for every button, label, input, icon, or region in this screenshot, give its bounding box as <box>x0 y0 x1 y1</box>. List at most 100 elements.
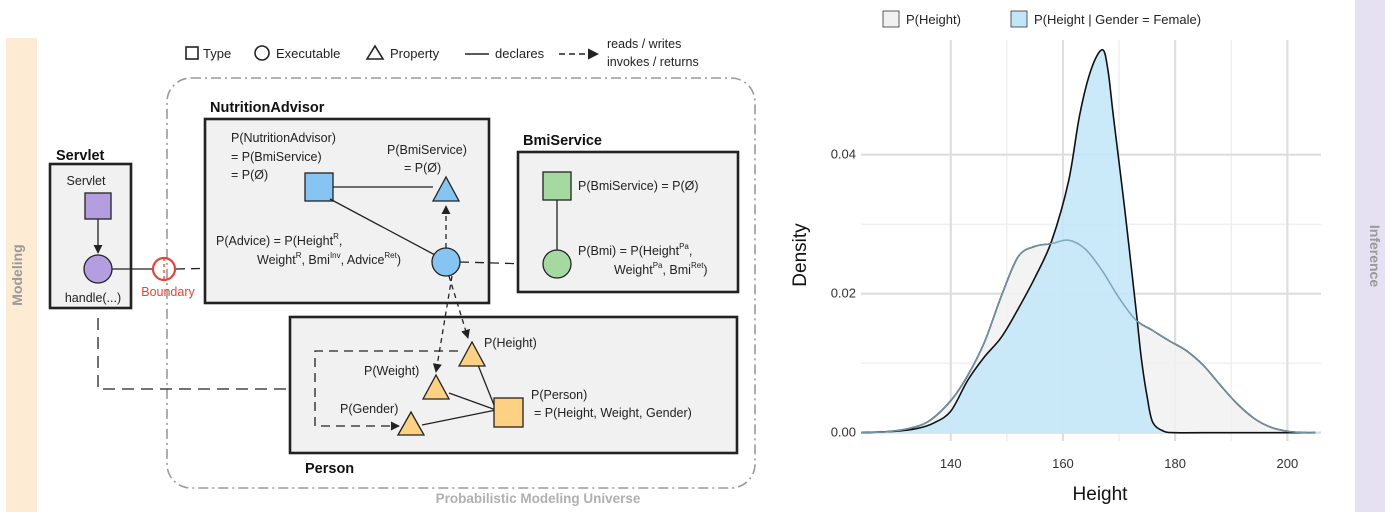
nutrition-type-label-3: = P(Ø) <box>231 168 268 182</box>
universe-boundary <box>166 77 756 489</box>
legend-swatch-female <box>1010 10 1028 28</box>
legend-swatch-overall <box>882 10 900 28</box>
inference-strip <box>1355 0 1385 512</box>
advice-label-line2: WeightR, BmiInv, AdviceRet) <box>257 251 401 267</box>
advice-l2-d: ) <box>397 253 401 267</box>
advice-l2-sup3: Ret <box>384 251 397 260</box>
chart-legend: P(Height) P(Height | Gender = Female) <box>882 10 1201 28</box>
servlet-exec-label: handle(...) <box>65 291 121 305</box>
reads-weight-edge <box>432 275 453 373</box>
bmi-l2-sup1: Pa <box>653 261 663 270</box>
bmi-title: BmiService <box>523 133 602 149</box>
servlet-title: Servlet <box>56 148 105 164</box>
bmi-l2-b: , Bmi <box>662 263 690 277</box>
advice-l1-b: , <box>339 234 342 248</box>
bmi-l1-b: , <box>689 244 692 258</box>
x-tick-label: 160 <box>1052 456 1074 471</box>
advice-l2-a: Weight <box>257 253 296 267</box>
servlet-type-label: Servlet <box>67 174 106 188</box>
type-legend-icon <box>185 46 199 60</box>
executable-legend-icon <box>254 45 270 61</box>
advice-exec-node <box>431 247 461 277</box>
nutrition-type-node <box>304 172 334 202</box>
bmi-service-prop-node <box>431 175 461 202</box>
boundary-label: Boundary <box>141 285 195 299</box>
series-line-overall-overlay <box>860 239 1316 434</box>
advice-l2-sup2: Inv <box>330 251 341 260</box>
height-prop-node <box>457 340 487 367</box>
series-area-female <box>861 49 1316 433</box>
nutrition-declares-exec-edge <box>329 198 436 256</box>
gender-prop-node <box>396 410 426 436</box>
legend-type: Type <box>203 46 231 61</box>
servlet-component: Servlet Servlet handle(...) <box>48 148 133 310</box>
servlet-exec-node <box>83 254 113 284</box>
x-tick-label: 140 <box>940 456 962 471</box>
chart-areas <box>860 48 1316 434</box>
reads-height-edge <box>448 275 470 339</box>
y-tick-label: 0.00 <box>831 425 856 440</box>
chart-ylabel: Density <box>790 223 811 287</box>
legend-executable: Executable <box>276 46 340 61</box>
legend-overall-label: P(Height) <box>906 12 961 27</box>
chart-ticks: 140 160 180 200 0.00 0.02 0.04 <box>831 147 1299 471</box>
height-label: P(Height) <box>484 336 537 350</box>
person-box <box>288 315 739 455</box>
bmi-l2-sup2: Ret <box>691 261 704 270</box>
diagram-legend: Type Executable Property declares reads … <box>185 37 699 69</box>
advice-label-line1: P(Advice) = P(HeightR, <box>216 232 342 248</box>
nutrition-advisor-component: NutritionAdvisor P(NutritionAdvisor) = P… <box>203 100 491 305</box>
y-tick-label: 0.04 <box>831 147 856 162</box>
advice-l2-c: , Advice <box>341 253 385 267</box>
weight-label: P(Weight) <box>364 364 419 378</box>
legend-reads-line1: reads / writes <box>607 37 681 51</box>
legend-declares: declares <box>495 46 545 61</box>
property-legend-icon <box>365 44 385 60</box>
advice-l2-sup1: R <box>296 251 302 260</box>
nutrition-prop-label-1: P(BmiService) <box>387 143 467 157</box>
bmi-label-line2: WeightPa, BmiRet) <box>614 261 708 277</box>
servlet-box <box>48 162 133 310</box>
bmi-type-node <box>542 171 572 201</box>
bmi-type-label: P(BmiService) = P(Ø) <box>578 179 699 193</box>
advice-l1-sup: R <box>333 232 339 241</box>
bmi-label-line1: P(Bmi) = P(HeightPa, <box>578 242 692 258</box>
series-line-female <box>860 48 1316 434</box>
person-declares-height-edge <box>475 359 497 411</box>
nutrition-type-label-1: P(NutritionAdvisor) <box>231 131 336 145</box>
bmi-l1-sup: Pa <box>679 242 689 251</box>
advice-l1-a: P(Advice) = P(Height <box>216 234 334 248</box>
bmi-l2-a: Weight <box>614 263 653 277</box>
nutrition-title: NutritionAdvisor <box>210 100 325 116</box>
universe-label: Probabilistic Modeling Universe <box>436 491 641 506</box>
chart-xlabel: Height <box>1073 484 1129 505</box>
person-type-node <box>493 397 524 428</box>
advice-l2-b: , Bmi <box>301 253 329 267</box>
modeling-strip <box>6 38 37 512</box>
density-chart: P(Height) P(Height | Gender = Female) 14… <box>790 10 1321 505</box>
bmi-l1-a: P(Bmi) = P(Height <box>578 244 680 258</box>
gender-label: P(Gender) <box>340 402 398 416</box>
legend-property: Property <box>390 46 440 61</box>
legend-female-label: P(Height | Gender = Female) <box>1034 12 1201 27</box>
person-title: Person <box>305 461 354 477</box>
person-declares-weight-edge <box>448 392 497 411</box>
person-type-label-2: = P(Height, Weight, Gender) <box>534 406 692 420</box>
gender-loop-edge <box>314 402 400 431</box>
person-type-label-1: P(Person) <box>531 388 587 402</box>
x-tick-label: 200 <box>1276 456 1298 471</box>
x-tick-label: 180 <box>1164 456 1186 471</box>
person-declares-gender-edge <box>421 409 497 426</box>
height-loop-edge <box>314 350 458 402</box>
person-component: Person P(Height) P(Weight) P(Gender) P(P… <box>288 275 739 477</box>
weight-prop-node <box>421 373 451 400</box>
servlet-type-node <box>84 192 112 220</box>
bmi-service-component: BmiService P(BmiService) = P(Ø) P(Bmi) =… <box>516 133 740 294</box>
nutrition-prop-label-2: = P(Ø) <box>404 161 441 175</box>
legend-reads-line2: invokes / returns <box>607 55 699 69</box>
modeling-label: Modeling <box>9 244 25 305</box>
invoke-bmi-edge <box>459 259 529 269</box>
y-tick-label: 0.02 <box>831 286 856 301</box>
inference-label: Inference <box>1367 225 1383 287</box>
